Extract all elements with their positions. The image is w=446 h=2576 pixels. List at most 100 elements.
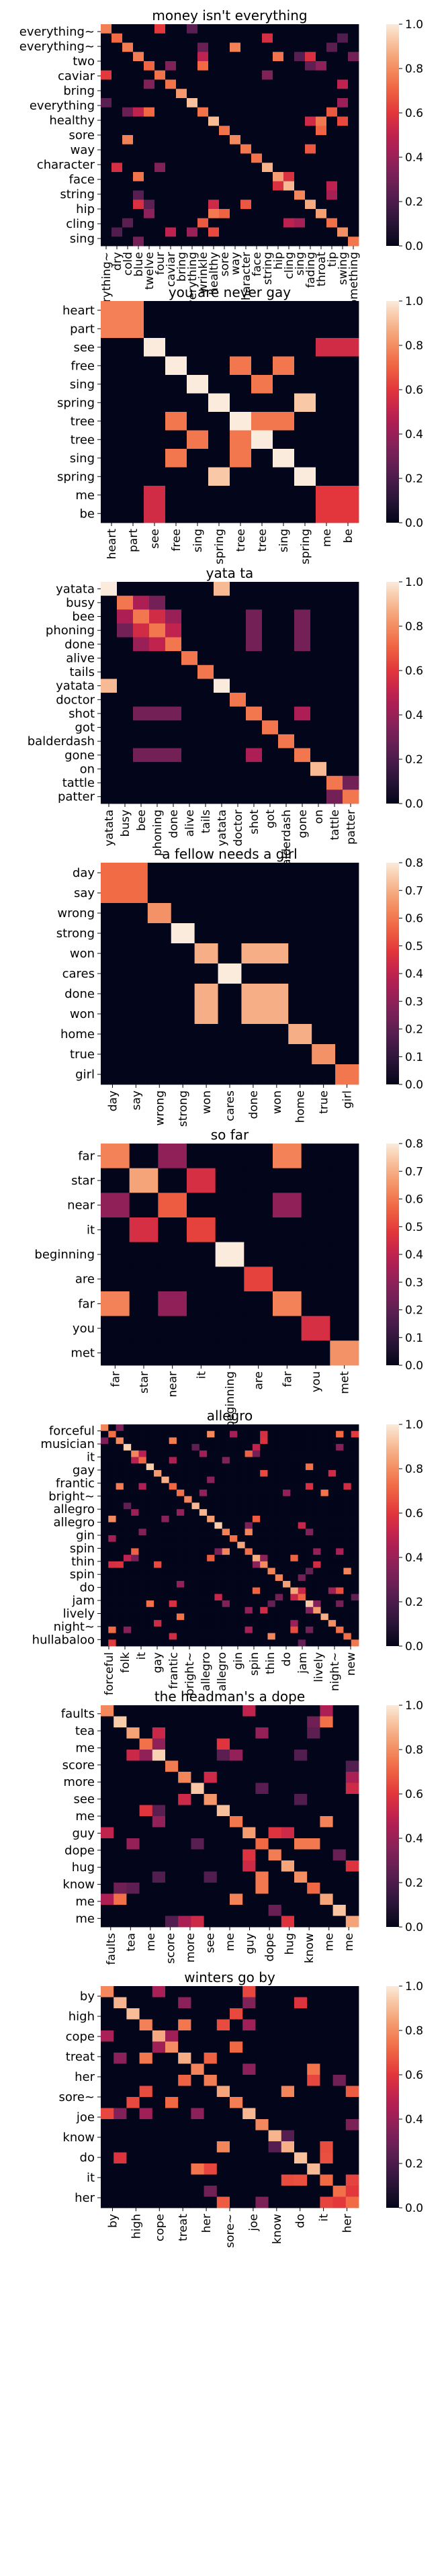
- heatmap-cell: [122, 163, 134, 173]
- heatmap-cell: [108, 1574, 116, 1582]
- heatmap-cell: [222, 1509, 230, 1516]
- heatmap-cell: [101, 1044, 125, 1065]
- y-tick-label: me: [75, 1912, 95, 1926]
- heatmap-cell: [230, 1502, 238, 1510]
- heatmap-cell: [242, 1986, 256, 1998]
- heatmap-cell: [252, 1587, 261, 1594]
- heatmap-cell: [154, 163, 166, 173]
- heatmap-cell: [171, 903, 195, 924]
- heatmap-cell: [101, 2141, 114, 2153]
- heatmap-cell: [191, 1705, 204, 1717]
- heatmap-cell: [197, 33, 209, 43]
- x-tick-label: balderdash: [280, 810, 294, 873]
- heatmap-cell: [147, 984, 172, 1004]
- colorbar-tick-label: 0.6: [405, 664, 423, 678]
- heatmap-cell: [244, 1594, 253, 1601]
- heatmap-cell: [178, 1871, 191, 1883]
- heatmap-cell: [305, 1574, 314, 1582]
- heatmap-cell: [316, 449, 338, 468]
- heatmap-cell: [230, 1738, 243, 1750]
- x-tick-label: gay: [151, 1652, 165, 1673]
- heatmap-cell: [165, 1849, 179, 1861]
- heatmap-cell: [114, 2041, 127, 2053]
- heatmap-cell: [260, 1496, 268, 1503]
- heatmap-cell: [298, 1469, 306, 1477]
- heatmap-cell: [337, 144, 349, 154]
- heatmap-cell: [343, 1548, 352, 1555]
- heatmap-cell: [116, 1483, 124, 1490]
- y-tick-label: beginning: [34, 1248, 95, 1262]
- x-tick-label: throat: [315, 252, 328, 287]
- heatmap-cell: [301, 1217, 330, 1243]
- heatmap-cell: [294, 582, 311, 597]
- heatmap-cell: [101, 375, 123, 394]
- heatmap-cell: [219, 107, 230, 117]
- heatmap-cell: [108, 1600, 116, 1608]
- heatmap-cell: [251, 107, 263, 117]
- heatmap-cell: [244, 1561, 253, 1568]
- heatmap-cell: [146, 1483, 154, 1490]
- heatmap-cell: [214, 1568, 223, 1575]
- heatmap-cell: [138, 1450, 147, 1457]
- heatmap-cell: [298, 1594, 306, 1601]
- heatmap-cell: [108, 1450, 116, 1457]
- heatmap-cell: [149, 637, 166, 652]
- heatmap-cells: [101, 1986, 359, 2208]
- heatmap-cell: [139, 1893, 153, 1905]
- heatmap-cell: [281, 2196, 295, 2208]
- heatmap-cell: [267, 1568, 276, 1575]
- heatmap-cell: [351, 1555, 359, 1562]
- heatmap-cell: [230, 1430, 238, 1438]
- heatmap-cell: [114, 1871, 127, 1883]
- heatmap-cell: [230, 1783, 243, 1795]
- heatmap-cell: [305, 116, 316, 126]
- heatmap-cell: [101, 1535, 109, 1543]
- heatmap-cell: [149, 775, 166, 790]
- heatmap-cell: [124, 984, 148, 1004]
- heatmap-cell: [273, 412, 295, 431]
- heatmap-cell: [283, 153, 295, 163]
- x-tick-label: score: [164, 1933, 177, 1964]
- heatmap-cell: [251, 375, 273, 394]
- heatmap-cell: [214, 651, 230, 666]
- heatmap-cell: [328, 1600, 337, 1608]
- heatmap-cell: [230, 1986, 243, 1998]
- heatmap-cell: [138, 1574, 147, 1582]
- heatmap-cell: [161, 1502, 170, 1510]
- heatmap-cell: [252, 1568, 261, 1575]
- heatmap-cell: [176, 107, 187, 117]
- heatmap-cell: [294, 144, 306, 154]
- heatmap-cell: [281, 1705, 295, 1717]
- heatmap-cell: [246, 789, 263, 804]
- heatmap-cell: [216, 1760, 230, 1772]
- colorbar: [386, 1705, 399, 1927]
- heatmap-cell: [114, 1705, 127, 1717]
- heatmap-cell: [108, 1463, 116, 1471]
- heatmap-cell: [139, 1849, 153, 1861]
- heatmap-cell: [123, 1555, 132, 1562]
- y-tick-label: phoning: [46, 624, 95, 638]
- heatmap-cell: [123, 1529, 132, 1536]
- heatmap-cell: [161, 1561, 170, 1568]
- heatmap-cell: [268, 2174, 282, 2186]
- heatmap-cell: [283, 61, 295, 71]
- heatmap-cell: [191, 2097, 204, 2108]
- heatmap-cell: [252, 1476, 261, 1484]
- heatmap-cell: [108, 1457, 116, 1464]
- heatmap-cell: [345, 2041, 359, 2053]
- heatmap-cell: [305, 1594, 314, 1601]
- heatmap-cell: [208, 227, 220, 237]
- heatmap-cell: [260, 1476, 268, 1484]
- heatmap-cell: [218, 883, 242, 904]
- colorbar: [386, 301, 399, 523]
- heatmap-cell: [165, 1750, 179, 1761]
- heatmap-cell: [101, 1541, 109, 1549]
- heatmap-cell: [219, 52, 230, 62]
- x-tick-label: heart: [105, 529, 119, 560]
- heatmap-cell: [131, 1496, 139, 1503]
- heatmap-cell: [112, 89, 123, 99]
- heatmap-cell: [207, 1450, 215, 1457]
- heatmap-cell: [214, 1548, 223, 1555]
- heatmap-cell: [278, 775, 295, 790]
- heatmap-cell: [101, 1483, 109, 1490]
